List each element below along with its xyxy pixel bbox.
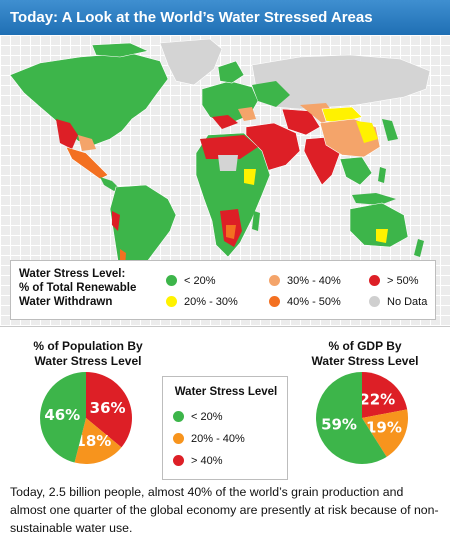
- legend-item-lt20: < 20%: [166, 274, 216, 288]
- pie-slice-20: [40, 372, 86, 463]
- scandinavia-region: [217, 60, 245, 84]
- pie-data-label: 19%: [366, 419, 402, 437]
- new-zealand-region: [414, 239, 424, 257]
- page-title: Today: A Look at the World’s Water Stres…: [0, 0, 450, 35]
- legend-item-40-50: 40% - 50%: [269, 295, 341, 309]
- population-pie-chart: 36% 18% 46%: [40, 372, 132, 464]
- china-north-yellow: [356, 121, 378, 143]
- east-africa-moderate: [244, 169, 256, 185]
- world-map: Water Stress Level: % of Total Renewable…: [0, 35, 450, 327]
- philippines-region: [378, 167, 386, 183]
- green-dot-icon: [166, 275, 177, 286]
- madagascar-region: [252, 211, 260, 231]
- africa-region: [195, 132, 271, 258]
- map-legend-title: Water Stress Level: % of Total Renewable…: [19, 268, 137, 308]
- pie-data-label: 59%: [321, 416, 357, 434]
- pie-legend-title: Water Stress Level: [174, 386, 278, 398]
- sahara-no-data: [218, 155, 238, 171]
- pie-slice-40: [86, 372, 132, 448]
- central-asia-stress: [281, 108, 321, 136]
- canada-arctic-islands: [91, 42, 149, 58]
- pie-legend-item-lt20: < 20%: [173, 411, 223, 423]
- eastern-europe-moderate: [238, 107, 256, 121]
- orange-dot-icon: [173, 433, 184, 444]
- gray-dot-icon: [369, 296, 380, 307]
- legend-item-gt50: > 50%: [369, 274, 419, 288]
- pie-slice-20-40: [362, 409, 409, 457]
- north-africa-stress: [200, 135, 258, 159]
- mexico-region: [65, 146, 109, 180]
- pie-data-label: 18%: [75, 432, 111, 450]
- pie-slice-20: [316, 372, 387, 464]
- orange-dot-icon: [269, 296, 280, 307]
- footer-text: Today, 2.5 billion people, almost 40% of…: [10, 485, 439, 535]
- southeast-asia-region: [339, 156, 373, 186]
- gdp-pie-chart: 22% 19% 59%: [316, 372, 409, 464]
- north-america-region: [9, 52, 169, 146]
- pie-slice-20-40: [74, 418, 122, 464]
- pie-slice-40: [362, 372, 408, 418]
- gdp-pie-title: % of GDP By Water Stress Level: [311, 339, 419, 368]
- green-dot-icon: [173, 411, 184, 422]
- pie-legend-item-20-40: 20% - 40%: [173, 433, 245, 445]
- population-pie-title: % of Population By Water Stress Level: [33, 339, 143, 368]
- light-orange-dot-icon: [269, 275, 280, 286]
- pie-data-label: 36%: [90, 399, 126, 417]
- southern-africa-high: [226, 225, 236, 239]
- southern-europe-stress: [212, 115, 238, 129]
- australia-southeast-yellow: [376, 229, 388, 243]
- pie-data-label: 22%: [359, 391, 395, 409]
- peru-stress: [112, 211, 120, 231]
- world-map-graphic: [9, 38, 431, 298]
- pie-data-label: 46%: [44, 406, 80, 424]
- russia-region: [251, 54, 431, 110]
- yellow-dot-icon: [166, 296, 177, 307]
- red-dot-icon: [173, 455, 184, 466]
- pie-legend-item-gt40: > 40%: [173, 455, 223, 467]
- australia-region: [349, 202, 409, 248]
- legend-item-no-data: No Data: [369, 295, 427, 309]
- central-america-region: [100, 177, 120, 191]
- us-southwest-medium: [78, 135, 96, 151]
- map-legend: Water Stress Level: % of Total Renewable…: [10, 260, 436, 320]
- legend-item-30-40: 30% - 40%: [269, 274, 341, 288]
- red-dot-icon: [369, 275, 380, 286]
- indonesia-islands: [352, 193, 396, 205]
- korea-japan-region: [382, 119, 398, 141]
- russia-west-green: [252, 81, 290, 107]
- legend-item-20-30: 20% - 30%: [166, 295, 238, 309]
- greenland-region: [159, 38, 223, 86]
- pie-legend: Water Stress Level < 20% 20% - 40% > 40%: [162, 376, 288, 480]
- western-us-stress: [56, 119, 78, 149]
